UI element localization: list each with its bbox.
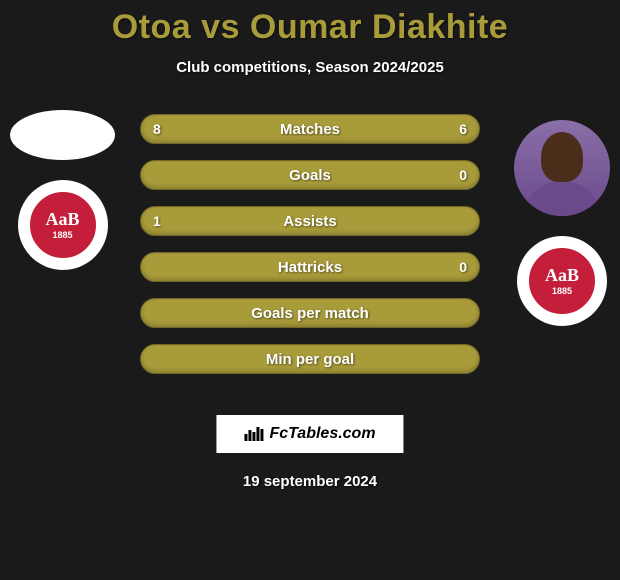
player-right-column: AaB 1885 xyxy=(514,120,610,326)
stat-right-value: 6 xyxy=(459,121,467,137)
stat-label: Goals xyxy=(289,167,331,184)
club-year: 1885 xyxy=(52,230,72,240)
player-right-avatar xyxy=(514,120,610,216)
stat-bar-matches: 8 Matches 6 xyxy=(140,114,480,144)
page-title: Otoa vs Oumar Diakhite xyxy=(0,8,620,47)
stat-bar-assists: 1 Assists xyxy=(140,206,480,236)
date-label: 19 september 2024 xyxy=(216,473,403,490)
stat-left-value: 8 xyxy=(153,121,161,137)
branding-badge: FcTables.com xyxy=(216,415,403,453)
player-right-club-badge: AaB 1885 xyxy=(517,236,607,326)
stat-label: Matches xyxy=(280,121,340,138)
stat-bar-hattricks: Hattricks 0 xyxy=(140,252,480,282)
player-left-column: AaB 1885 xyxy=(10,110,115,270)
stat-right-value: 0 xyxy=(459,259,467,275)
stat-right-value: 0 xyxy=(459,167,467,183)
club-name: AaB xyxy=(45,210,79,228)
stat-bar-goals-per-match: Goals per match xyxy=(140,298,480,328)
stat-label: Min per goal xyxy=(266,351,354,368)
stat-label: Hattricks xyxy=(278,259,342,276)
footer: FcTables.com 19 september 2024 xyxy=(216,415,403,490)
avatar-head xyxy=(541,132,583,182)
player-left-avatar xyxy=(10,110,115,160)
branding-text: FcTables.com xyxy=(269,425,375,443)
page-subtitle: Club competitions, Season 2024/2025 xyxy=(0,59,620,76)
header: Otoa vs Oumar Diakhite Club competitions… xyxy=(0,0,620,76)
avatar-shoulders xyxy=(522,181,602,216)
player-left-club-badge: AaB 1885 xyxy=(18,180,108,270)
club-year: 1885 xyxy=(552,286,572,296)
stat-label: Goals per match xyxy=(251,305,369,322)
stat-label: Assists xyxy=(283,213,336,230)
chart-icon xyxy=(244,427,263,441)
club-badge-inner: AaB 1885 xyxy=(526,245,598,317)
club-name: AaB xyxy=(545,266,579,284)
stat-left-value: 1 xyxy=(153,213,161,229)
stat-bar-min-per-goal: Min per goal xyxy=(140,344,480,374)
stat-bar-goals: Goals 0 xyxy=(140,160,480,190)
club-badge-inner: AaB 1885 xyxy=(27,189,99,261)
